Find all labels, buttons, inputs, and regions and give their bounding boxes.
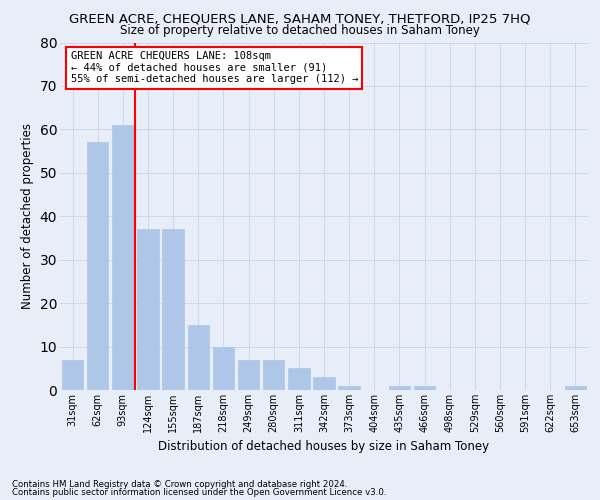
Bar <box>163 230 184 390</box>
Bar <box>62 360 83 390</box>
Text: Contains HM Land Registry data © Crown copyright and database right 2024.: Contains HM Land Registry data © Crown c… <box>12 480 347 489</box>
Bar <box>288 368 310 390</box>
Bar <box>389 386 410 390</box>
Text: GREEN ACRE, CHEQUERS LANE, SAHAM TONEY, THETFORD, IP25 7HQ: GREEN ACRE, CHEQUERS LANE, SAHAM TONEY, … <box>69 12 531 26</box>
Bar <box>313 377 335 390</box>
Text: Size of property relative to detached houses in Saham Toney: Size of property relative to detached ho… <box>120 24 480 37</box>
Text: GREEN ACRE CHEQUERS LANE: 108sqm
← 44% of detached houses are smaller (91)
55% o: GREEN ACRE CHEQUERS LANE: 108sqm ← 44% o… <box>71 51 358 84</box>
Y-axis label: Number of detached properties: Number of detached properties <box>21 123 34 309</box>
Bar <box>263 360 284 390</box>
Bar <box>112 125 134 390</box>
Bar <box>213 346 234 390</box>
Bar <box>338 386 360 390</box>
Bar <box>87 142 109 390</box>
Bar <box>565 386 586 390</box>
Text: Contains public sector information licensed under the Open Government Licence v3: Contains public sector information licen… <box>12 488 386 497</box>
X-axis label: Distribution of detached houses by size in Saham Toney: Distribution of detached houses by size … <box>158 440 490 454</box>
Bar <box>238 360 259 390</box>
Bar <box>414 386 435 390</box>
Bar <box>137 230 158 390</box>
Bar <box>188 325 209 390</box>
